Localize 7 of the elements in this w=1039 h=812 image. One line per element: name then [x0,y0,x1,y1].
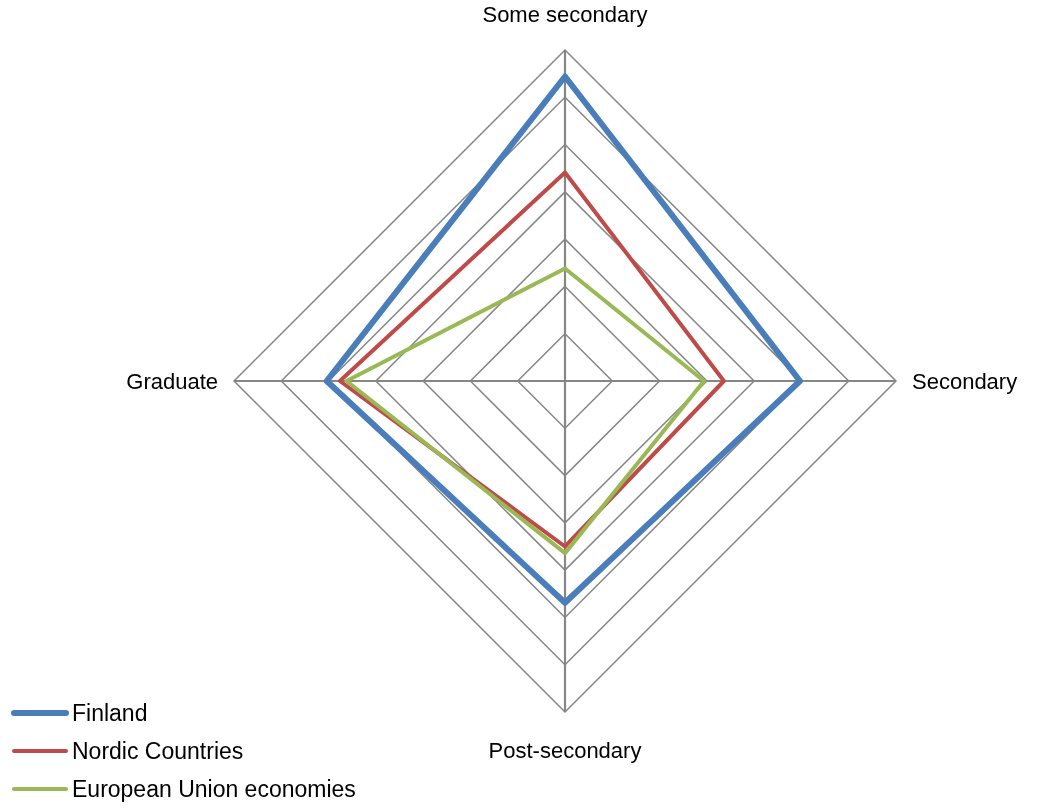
legend-label: Finland [72,700,148,727]
spoke-label: Graduate [126,368,218,394]
spoke-label: Secondary [912,368,1018,394]
spoke-label: Some secondary [482,2,648,27]
legend-label: Nordic Countries [72,738,244,765]
spoke-label: Post-secondary [488,737,642,763]
legend-label: European Union economies [72,776,356,803]
